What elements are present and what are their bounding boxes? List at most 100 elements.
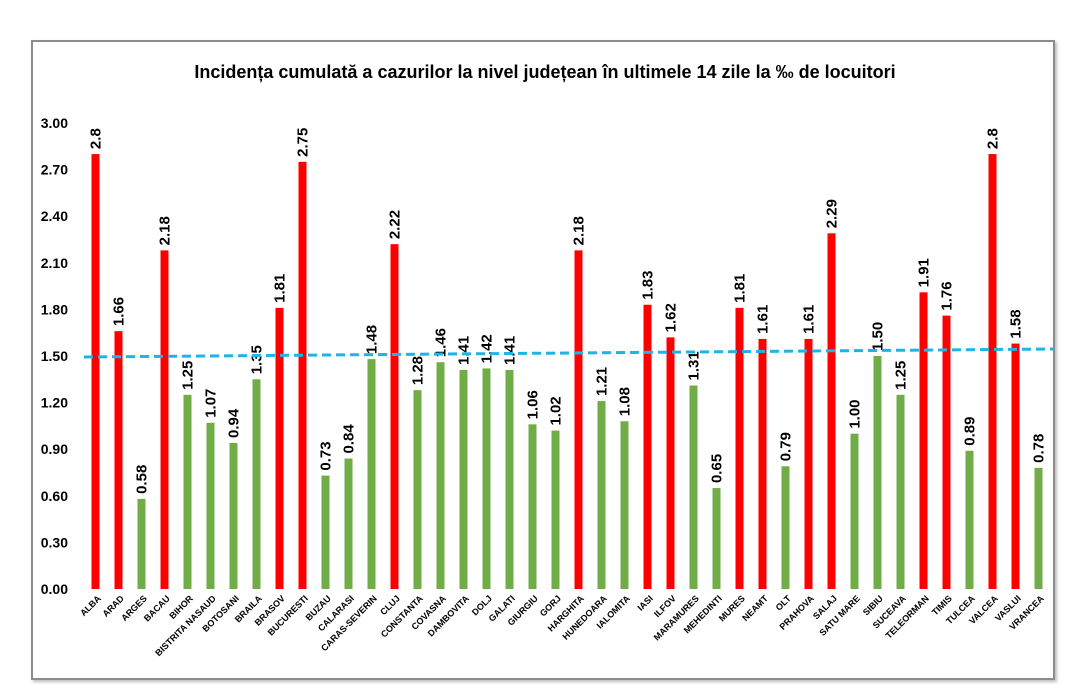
bar <box>827 233 836 589</box>
bar <box>666 337 675 589</box>
data-label: 1.28 <box>410 356 427 385</box>
data-label: 1.46 <box>433 328 450 357</box>
bar <box>275 307 284 589</box>
data-label: 1.21 <box>594 367 611 396</box>
bar <box>229 442 238 589</box>
data-label: 1.25 <box>893 361 910 390</box>
bar <box>183 394 192 589</box>
y-tick-label: 0.60 <box>41 488 68 504</box>
bar <box>574 250 583 589</box>
data-label: 1.48 <box>364 325 381 354</box>
bar <box>436 362 445 589</box>
data-label: 1.66 <box>111 297 128 326</box>
data-label: 1.50 <box>870 322 887 351</box>
bar <box>551 430 560 589</box>
x-tick-label: ALBA <box>78 593 103 618</box>
data-label: 1.42 <box>479 334 496 363</box>
chart-frame <box>31 40 1055 680</box>
bar <box>643 304 652 589</box>
y-tick-label: 1.50 <box>41 348 68 364</box>
bar <box>597 401 606 589</box>
bar <box>413 390 422 589</box>
data-label: 2.8 <box>88 128 105 149</box>
bar <box>919 292 928 589</box>
data-label: 2.18 <box>157 216 174 245</box>
bar <box>689 385 698 589</box>
bar <box>321 475 330 589</box>
y-tick-label: 2.40 <box>41 208 68 224</box>
data-label: 2.29 <box>824 199 841 228</box>
y-tick-label: 1.80 <box>41 301 68 317</box>
data-label: 0.84 <box>341 424 358 454</box>
x-tick-label: OLT <box>774 593 794 613</box>
bar <box>850 433 859 589</box>
bar <box>758 338 767 589</box>
y-tick-label: 2.70 <box>41 162 68 178</box>
bar <box>1011 343 1020 589</box>
data-label: 1.61 <box>801 305 818 334</box>
bar <box>804 338 813 589</box>
bar <box>873 356 882 589</box>
bar <box>252 379 261 589</box>
bar <box>298 161 307 590</box>
y-tick-label: 0.00 <box>41 581 68 597</box>
bar <box>482 368 491 589</box>
bar <box>735 307 744 589</box>
bar <box>1034 467 1043 589</box>
data-label: 0.89 <box>962 417 979 446</box>
data-label: 0.65 <box>709 454 726 483</box>
bar <box>896 394 905 589</box>
bar <box>712 488 721 589</box>
bar <box>988 154 997 590</box>
bar <box>114 331 123 589</box>
bar <box>367 359 376 589</box>
bar <box>91 154 100 590</box>
data-label: 1.91 <box>916 258 933 287</box>
data-label: 2.8 <box>985 128 1002 149</box>
data-label: 1.08 <box>617 387 634 416</box>
data-label: 2.22 <box>387 210 404 239</box>
data-label: 2.18 <box>571 216 588 245</box>
x-tick-label: DAMBOVITA <box>426 593 471 638</box>
data-label: 1.06 <box>525 390 542 419</box>
y-tick-label: 0.90 <box>41 441 68 457</box>
data-label: 0.73 <box>318 441 335 470</box>
bar <box>206 422 215 589</box>
data-label: 1.81 <box>732 274 749 303</box>
data-label: 1.41 <box>502 336 519 365</box>
data-label: 1.41 <box>456 336 473 365</box>
data-label: 1.62 <box>663 303 680 332</box>
bar <box>965 450 974 589</box>
data-label: 1.07 <box>203 389 220 418</box>
chart-title: Incidența cumulată a cazurilor la nivel … <box>194 62 895 82</box>
data-label: 0.79 <box>778 432 795 461</box>
y-tick-label: 0.30 <box>41 534 68 550</box>
data-label: 1.31 <box>686 351 703 380</box>
data-label: 1.61 <box>755 305 772 334</box>
threshold-line <box>83 347 1055 359</box>
y-tick-label: 2.10 <box>41 255 68 271</box>
bar <box>137 498 146 589</box>
bar <box>505 369 514 589</box>
data-label: 1.00 <box>847 399 864 428</box>
data-label: 1.76 <box>939 281 956 310</box>
data-label: 1.35 <box>249 345 266 374</box>
data-label: 0.58 <box>134 465 151 494</box>
bar <box>390 244 399 589</box>
bar <box>344 458 353 589</box>
bar <box>459 369 468 589</box>
data-label: 0.94 <box>226 408 243 438</box>
data-label: 1.02 <box>548 396 565 425</box>
bar <box>781 466 790 589</box>
x-tick-label: BACAU <box>142 593 172 623</box>
bar <box>942 315 951 589</box>
data-label: 0.78 <box>1031 434 1048 463</box>
data-label: 1.25 <box>180 361 197 390</box>
x-tick-label: IASI <box>635 593 654 612</box>
data-label: 1.83 <box>640 271 657 300</box>
y-tick-label: 1.20 <box>41 395 68 411</box>
bar <box>528 424 537 589</box>
data-label: 2.75 <box>295 128 312 157</box>
y-tick-label: 3.00 <box>41 115 68 131</box>
